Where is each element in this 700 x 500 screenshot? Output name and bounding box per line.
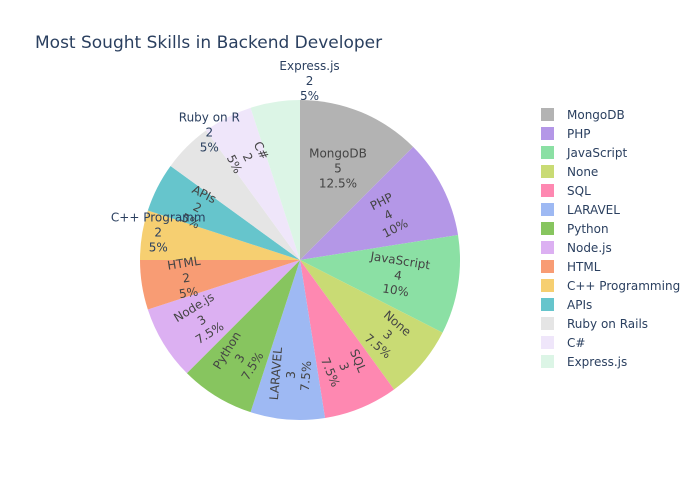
- legend-item-node-js[interactable]: Node.js: [541, 238, 700, 257]
- pie-slice-sql[interactable]: [300, 260, 395, 419]
- pie-slice-php[interactable]: [300, 146, 459, 260]
- pie-slice-node-js[interactable]: [147, 260, 300, 374]
- legend-item-mongodb[interactable]: MongoDB: [541, 105, 700, 124]
- legend-swatch: [541, 184, 554, 197]
- outside-label-express-js: Express.js 2 5%: [279, 59, 339, 103]
- legend-swatch: [541, 127, 554, 140]
- slice-label-mongodb: MongoDB 5 12.5%: [309, 146, 367, 190]
- pie-slice-c[interactable]: [205, 107, 300, 260]
- legend-label: PHP: [567, 126, 591, 141]
- legend-label: Express.js: [567, 354, 628, 369]
- legend-swatch: [541, 317, 554, 330]
- slice-label-laravel: LARAVEL37.5%: [267, 346, 315, 403]
- pie-slice-javascript[interactable]: [300, 234, 460, 333]
- legend-swatch: [541, 165, 554, 178]
- legend-item-laravel[interactable]: LARAVEL: [541, 200, 700, 219]
- outside-label-ruby-on-rails: Ruby on R 2 5%: [179, 110, 240, 154]
- pie-slice-html[interactable]: [140, 260, 300, 310]
- legend-label: Python: [567, 221, 609, 236]
- legend: MongoDB PHP JavaScript None SQL LARAVEL Python…: [541, 105, 700, 371]
- legend-label: APIs: [567, 297, 593, 312]
- legend-swatch: [541, 336, 554, 349]
- legend-label: Node.js: [567, 240, 612, 255]
- pie-slice-c-programming[interactable]: [140, 210, 300, 260]
- legend-label: HTML: [567, 259, 601, 274]
- legend-label: SQL: [567, 183, 591, 198]
- pie-slice-express-js[interactable]: [250, 100, 300, 260]
- legend-label: Ruby on Rails: [567, 316, 649, 331]
- slice-label-html: HTML25%: [166, 254, 206, 303]
- legend-label: MongoDB: [567, 107, 625, 122]
- legend-item-sql[interactable]: SQL: [541, 181, 700, 200]
- legend-swatch: [541, 241, 554, 254]
- legend-item-c[interactable]: C#: [541, 333, 700, 352]
- legend-swatch: [541, 355, 554, 368]
- legend-item-express-js[interactable]: Express.js: [541, 352, 700, 371]
- chart-title: Most Sought Skills in Backend Developer: [35, 33, 383, 53]
- legend-swatch: [541, 298, 554, 311]
- pie-slice-python[interactable]: [186, 260, 300, 413]
- legend-label: C++ Programming: [567, 278, 681, 293]
- pie-slice-apis[interactable]: [147, 165, 300, 260]
- legend-item-c-programming[interactable]: C++ Programming: [541, 276, 700, 295]
- legend-label: JavaScript: [567, 145, 628, 160]
- legend-item-php[interactable]: PHP: [541, 124, 700, 143]
- pie-slice-laravel[interactable]: [250, 260, 326, 420]
- legend-item-ruby-on-rails[interactable]: Ruby on Rails: [541, 314, 700, 333]
- legend-label: LARAVEL: [567, 202, 620, 217]
- pie-slice-none[interactable]: [300, 260, 443, 390]
- pie-slice-mongodb[interactable]: [300, 100, 414, 260]
- legend-swatch: [541, 146, 554, 159]
- legend-swatch: [541, 279, 554, 292]
- outside-label-c-programming: C++ Programm 2 5%: [111, 211, 206, 255]
- legend-swatch: [541, 222, 554, 235]
- legend-swatch: [541, 203, 554, 216]
- legend-item-html[interactable]: HTML: [541, 257, 700, 276]
- legend-swatch: [541, 108, 554, 121]
- legend-item-none[interactable]: None: [541, 162, 700, 181]
- legend-label: C#: [567, 335, 586, 350]
- pie-slice-ruby-on-rails[interactable]: [170, 130, 300, 260]
- legend-label: None: [567, 164, 599, 179]
- legend-item-apis[interactable]: APIs: [541, 295, 700, 314]
- legend-item-python[interactable]: Python: [541, 219, 700, 238]
- legend-swatch: [541, 260, 554, 273]
- legend-item-javascript[interactable]: JavaScript: [541, 143, 700, 162]
